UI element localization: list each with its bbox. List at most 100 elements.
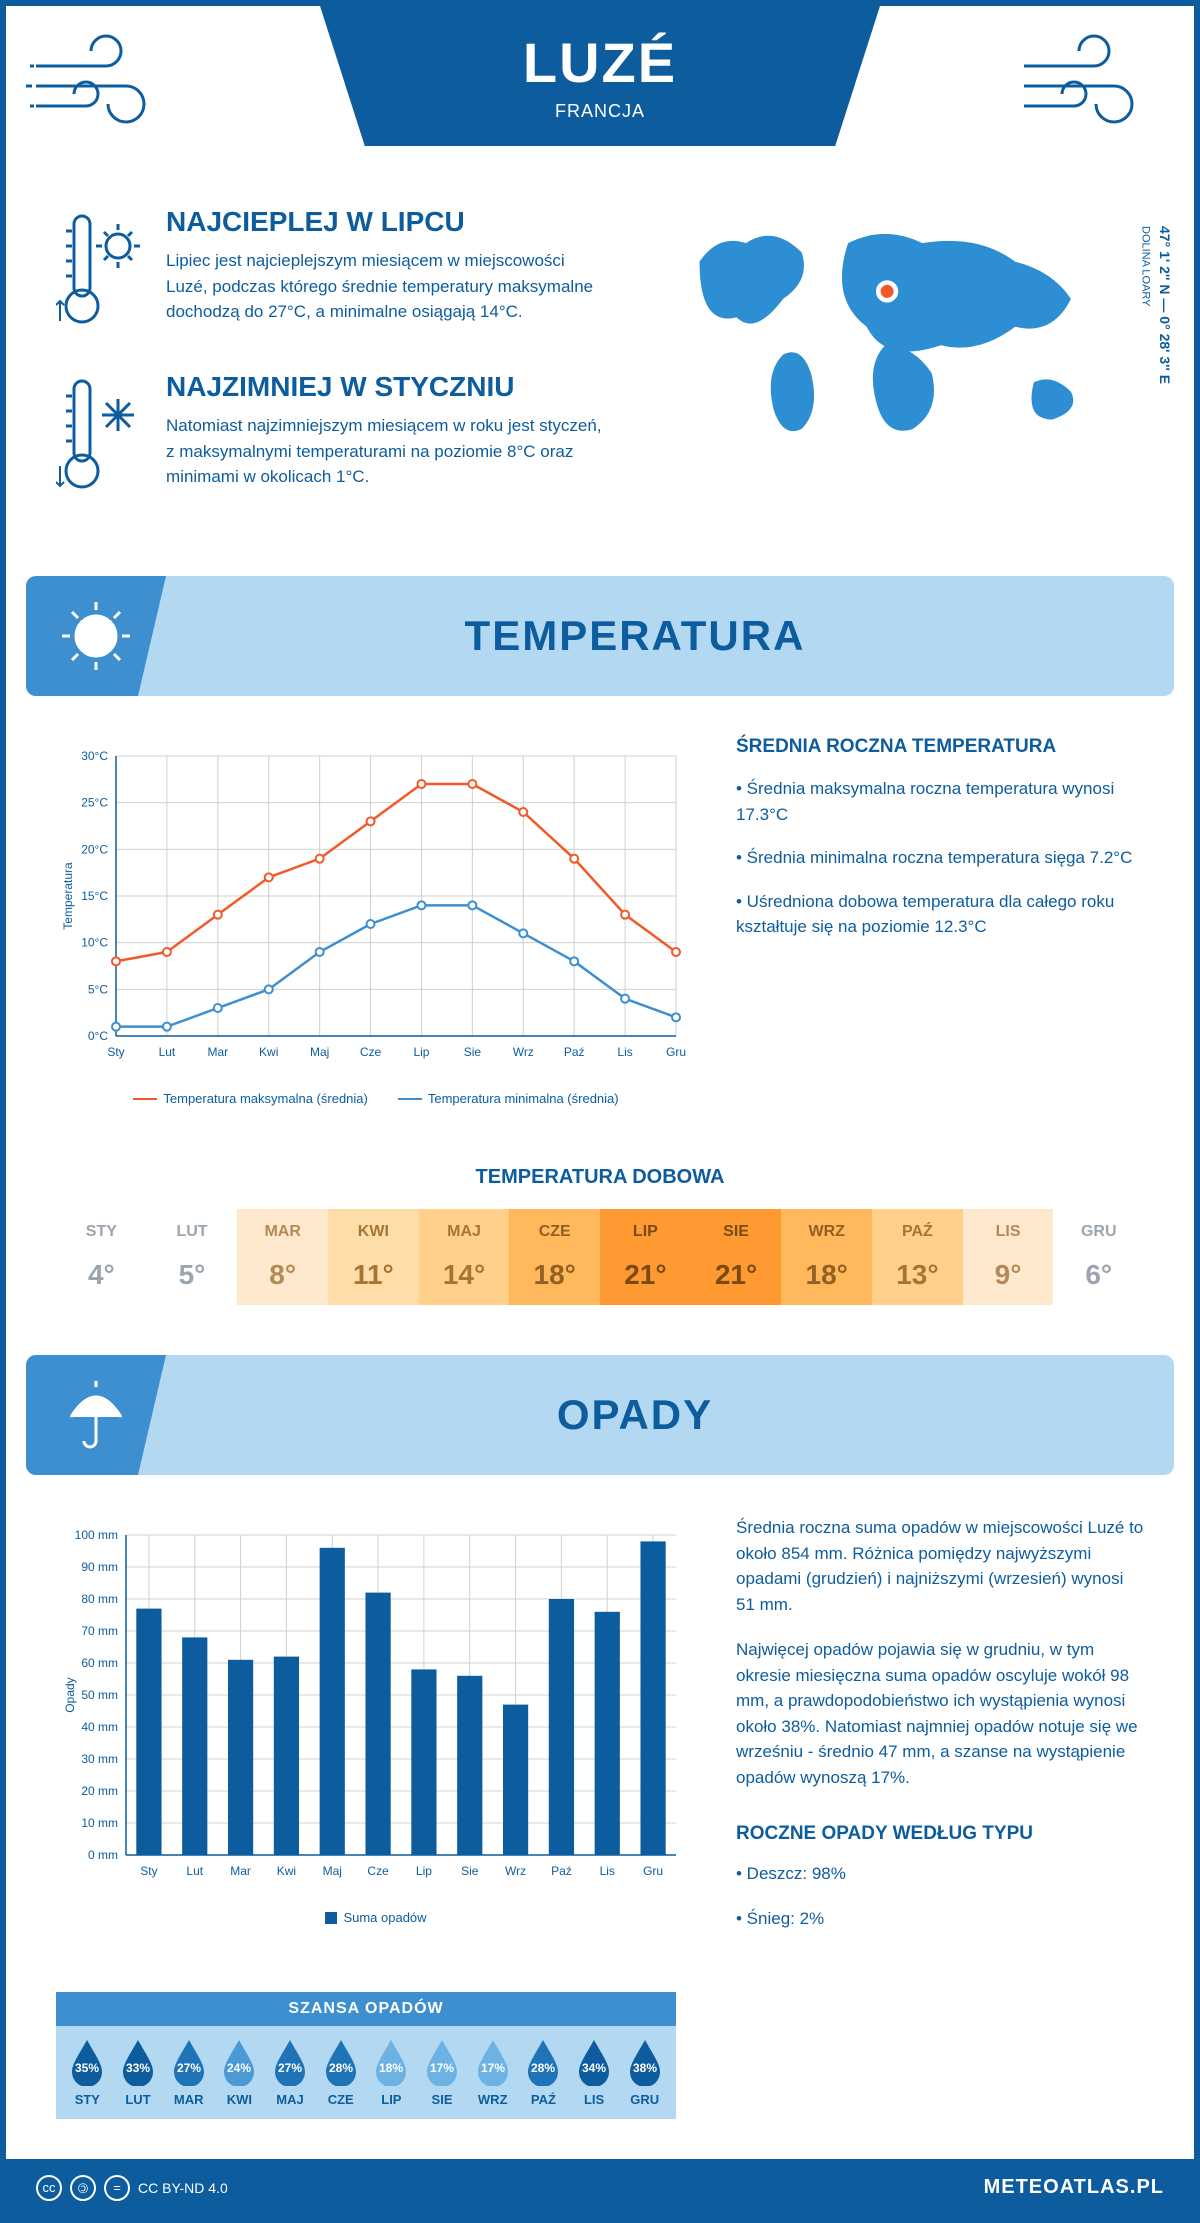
svg-text:25°C: 25°C [81, 796, 108, 810]
raindrop-icon: 18% [372, 2038, 410, 2086]
warmest-text: Lipiec jest najcieplejszym miesiącem w m… [166, 248, 605, 325]
svg-text:Opady: Opady [63, 1677, 77, 1712]
raindrop-icon: 27% [271, 2038, 309, 2086]
svg-text:20°C: 20°C [81, 842, 108, 856]
daily-cell: MAJ14° [419, 1209, 510, 1305]
country-label: FRANCJA [555, 101, 645, 122]
thermometer-snow-icon [56, 371, 146, 506]
temperature-section-header: TEMPERATURA [26, 576, 1174, 696]
wind-icon [26, 26, 186, 146]
chance-cell: 28% PAŹ [518, 2038, 569, 2107]
svg-text:0°C: 0°C [88, 1029, 108, 1043]
city-title: LUZÉ [523, 30, 677, 95]
daily-cell: MAR8° [237, 1209, 328, 1305]
warmest-block: NAJCIEPLEJ W LIPCU Lipiec jest najcieple… [56, 206, 605, 341]
footer: cc 🄯 = CC BY-ND 4.0 METEOATLAS.PL [6, 2159, 1194, 2217]
daily-cell: GRU6° [1053, 1209, 1144, 1305]
daily-cell: SIE21° [691, 1209, 782, 1305]
svg-text:10°C: 10°C [81, 936, 108, 950]
svg-text:33%: 33% [126, 2061, 150, 2075]
svg-text:5°C: 5°C [88, 982, 108, 996]
svg-text:90 mm: 90 mm [81, 1560, 118, 1574]
raindrop-icon: 38% [626, 2038, 664, 2086]
svg-text:28%: 28% [531, 2061, 555, 2075]
svg-text:18%: 18% [379, 2061, 403, 2075]
daily-cell: LIS9° [963, 1209, 1054, 1305]
chance-cell: 33% LUT [113, 2038, 164, 2107]
svg-text:80 mm: 80 mm [81, 1592, 118, 1606]
daily-cell: STY4° [56, 1209, 147, 1305]
brand-label: METEOATLAS.PL [984, 2176, 1164, 2199]
svg-text:27%: 27% [177, 2061, 201, 2075]
svg-text:35%: 35% [75, 2061, 99, 2075]
svg-text:Maj: Maj [310, 1045, 329, 1059]
coordinates: 47° 1' 2'' N — 0° 28' 3'' E DOLINA LOARY [1135, 226, 1174, 384]
svg-text:Mar: Mar [207, 1045, 228, 1059]
precip-type-snow: • Śnieg: 2% [736, 1906, 1144, 1932]
svg-text:Gru: Gru [643, 1864, 663, 1878]
thermometer-sun-icon [56, 206, 146, 341]
svg-text:70 mm: 70 mm [81, 1624, 118, 1638]
svg-text:Wrz: Wrz [505, 1864, 526, 1878]
svg-text:Kwi: Kwi [277, 1864, 296, 1878]
raindrop-icon: 33% [119, 2038, 157, 2086]
raindrop-icon: 17% [474, 2038, 512, 2086]
svg-text:Gru: Gru [666, 1045, 686, 1059]
svg-text:10 mm: 10 mm [81, 1816, 118, 1830]
precip-para-2: Najwięcej opadów pojawia się w grudniu, … [736, 1637, 1144, 1790]
svg-text:Paź: Paź [551, 1864, 572, 1878]
coldest-text: Natomiast najzimniejszym miesiącem w rok… [166, 413, 605, 490]
svg-text:Lut: Lut [159, 1045, 176, 1059]
precip-type-title: ROCZNE OPADY WEDŁUG TYPU [736, 1820, 1144, 1849]
svg-text:Mar: Mar [230, 1864, 251, 1878]
umbrella-icon [26, 1355, 166, 1475]
daily-temp-title: TEMPERATURA DOBOWA [6, 1166, 1194, 1189]
svg-text:Wrz: Wrz [513, 1045, 534, 1059]
wind-icon [1014, 26, 1174, 146]
svg-text:Cze: Cze [367, 1864, 389, 1878]
raindrop-icon: 35% [68, 2038, 106, 2086]
svg-text:Kwi: Kwi [259, 1045, 278, 1059]
intro-section: NAJCIEPLEJ W LIPCU Lipiec jest najcieple… [6, 186, 1194, 576]
precipitation-heading: OPADY [96, 1391, 1174, 1439]
chance-cell: 38% GRU [619, 2038, 670, 2107]
svg-text:Lip: Lip [416, 1864, 432, 1878]
svg-text:Cze: Cze [360, 1045, 382, 1059]
svg-text:60 mm: 60 mm [81, 1656, 118, 1670]
svg-text:40 mm: 40 mm [81, 1720, 118, 1734]
svg-text:Maj: Maj [323, 1864, 342, 1878]
precipitation-chart: 0 mm10 mm20 mm30 mm40 mm50 mm60 mm70 mm8… [56, 1515, 696, 1952]
chance-cell: 17% SIE [417, 2038, 468, 2107]
sun-icon [26, 576, 166, 696]
temperature-heading: TEMPERATURA [96, 612, 1174, 660]
infographic-frame: LUZÉ FRANCJA [0, 0, 1200, 2223]
svg-text:20 mm: 20 mm [81, 1784, 118, 1798]
chance-cell: 18% LIP [366, 2038, 417, 2107]
temp-stat-2: • Średnia minimalna roczna temperatura s… [736, 845, 1144, 871]
chance-cell: 35% STY [62, 2038, 113, 2107]
daily-cell: LIP21° [600, 1209, 691, 1305]
svg-text:Paź: Paź [564, 1045, 585, 1059]
chance-cell: 17% WRZ [467, 2038, 518, 2107]
daily-cell: WRZ18° [781, 1209, 872, 1305]
daily-temp-table: STY4° LUT5° MAR8° KWI11° MAJ14° CZE18° L… [56, 1209, 1144, 1305]
chance-cell: 34% LIS [569, 2038, 620, 2107]
svg-text:17%: 17% [481, 2061, 505, 2075]
daily-cell: LUT5° [147, 1209, 238, 1305]
svg-text:Lis: Lis [617, 1045, 632, 1059]
world-map-icon [645, 206, 1144, 466]
raindrop-icon: 17% [423, 2038, 461, 2086]
raindrop-icon: 24% [220, 2038, 258, 2086]
svg-text:Lis: Lis [600, 1864, 615, 1878]
svg-text:Sty: Sty [107, 1045, 124, 1059]
coldest-block: NAJZIMNIEJ W STYCZNIU Natomiast najzimni… [56, 371, 605, 506]
raindrop-icon: 27% [170, 2038, 208, 2086]
svg-text:Sty: Sty [140, 1864, 157, 1878]
precip-type-rain: • Deszcz: 98% [736, 1861, 1144, 1887]
chance-cell: 27% MAJ [265, 2038, 316, 2107]
temperature-legend: Temperatura maksymalna (średnia) Tempera… [56, 1091, 696, 1106]
svg-text:50 mm: 50 mm [81, 1688, 118, 1702]
daily-cell: KWI11° [328, 1209, 419, 1305]
map-block: 47° 1' 2'' N — 0° 28' 3'' E DOLINA LOARY [645, 206, 1144, 536]
by-icon: 🄯 [70, 2175, 96, 2201]
